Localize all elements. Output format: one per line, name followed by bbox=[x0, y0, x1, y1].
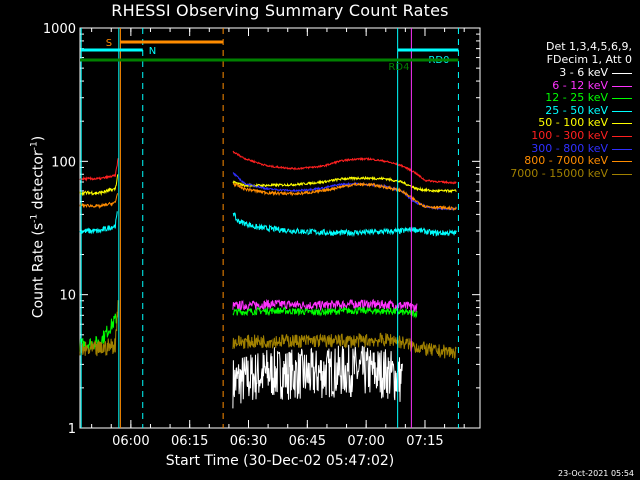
legend-swatch bbox=[612, 135, 632, 137]
y-axis-label-text: Count Rate (s bbox=[30, 222, 47, 319]
y-axis-label-exponent-2: -1 bbox=[29, 141, 40, 151]
series-50-100-kev-seg1 bbox=[232, 175, 457, 194]
y-tick-label-1: 1 bbox=[68, 422, 76, 437]
legend: 3 - 6 keV 6 - 12 keV 12 - 25 keV 25 - 50 ke… bbox=[486, 66, 632, 181]
legend-label: 25 - 50 keV bbox=[545, 103, 608, 117]
legend-swatch bbox=[612, 85, 632, 87]
legend-label: 300 - 800 keV bbox=[531, 141, 608, 155]
y-tick-label-100: 100 bbox=[51, 155, 76, 170]
x-tick-label-0600: 06:00 bbox=[112, 434, 149, 449]
legend-item: 3 - 6 keV bbox=[486, 66, 632, 80]
series-100-300-kev-seg0 bbox=[79, 158, 119, 182]
legend-item: 50 - 100 keV bbox=[486, 117, 632, 130]
series-25-50-kev-seg1 bbox=[232, 212, 457, 238]
flag-label-n: N bbox=[149, 46, 156, 57]
series-50-100-kev-seg0 bbox=[79, 174, 119, 197]
legend-item: 6 - 12 keV bbox=[486, 78, 632, 93]
series-12-25-kev-seg1 bbox=[232, 305, 418, 319]
plot-frame bbox=[79, 27, 481, 429]
series-3-6-kev-seg0 bbox=[232, 344, 403, 409]
y-tick-label-1000: 1000 bbox=[43, 22, 76, 37]
x-axis-label: Start Time (30-Dec-02 05:47:02) bbox=[165, 453, 395, 469]
x-tick-label-0615: 06:15 bbox=[171, 434, 208, 449]
legend-label: 6 - 12 keV bbox=[552, 78, 608, 92]
legend-detectors: Det 1,3,4,5,6,9, bbox=[545, 40, 632, 53]
legend-item: 25 - 50 keV bbox=[486, 103, 632, 118]
legend-item: 100 - 300 keV bbox=[486, 128, 632, 143]
legend-item: 300 - 800 keV bbox=[486, 141, 632, 156]
y-axis-label-unit: detector bbox=[30, 150, 47, 214]
series-7000-15000-kev-seg0 bbox=[79, 300, 119, 357]
legend-label: 800 - 7000 keV bbox=[524, 154, 608, 168]
legend-swatch bbox=[612, 173, 632, 175]
x-tick-label-0700: 07:00 bbox=[347, 434, 384, 449]
flag-label-rd4: RD4 bbox=[388, 62, 409, 73]
y-axis-label-exponent: -1 bbox=[29, 213, 40, 223]
legend-label: 3 - 6 keV bbox=[559, 66, 608, 79]
legend-item: 12 - 25 keV bbox=[486, 92, 632, 105]
series-6-12-kev-seg0 bbox=[232, 298, 418, 312]
legend-label: 100 - 300 keV bbox=[531, 128, 608, 142]
legend-swatch bbox=[612, 123, 632, 125]
legend-decimation: FDecim 1, Att 0 bbox=[546, 53, 632, 66]
series-100-300-kev-seg1 bbox=[232, 150, 457, 185]
legend-swatch bbox=[612, 161, 632, 163]
legend-item: 800 - 7000 keV bbox=[486, 155, 632, 168]
legend-swatch bbox=[612, 110, 632, 112]
x-tick-label-0630: 06:30 bbox=[230, 434, 267, 449]
legend-swatch bbox=[612, 148, 632, 150]
y-axis-label: Count Rate (s-1 detector-1) bbox=[30, 136, 47, 318]
chart-title: RHESSI Observing Summary Count Rates bbox=[111, 1, 449, 20]
flag-label-s: S bbox=[106, 38, 112, 49]
legend-swatch bbox=[612, 98, 632, 100]
y-axis-label-close: ) bbox=[30, 135, 47, 142]
generated-timestamp: 23-Oct-2021 05:54 bbox=[558, 469, 634, 478]
legend-item: 7000 - 15000 keV bbox=[486, 166, 632, 181]
x-tick-label-0645: 06:45 bbox=[289, 434, 326, 449]
x-tick-label-0715: 07:15 bbox=[406, 434, 443, 449]
legend-label: 12 - 25 keV bbox=[545, 91, 608, 105]
series-800-7000-kev-seg0 bbox=[79, 193, 119, 209]
legend-header: Det 1,3,4,5,6,9, FDecim 1, Att 0 bbox=[546, 40, 632, 66]
legend-label: 7000 - 15000 keV bbox=[510, 166, 608, 180]
series-7000-15000-kev-seg1 bbox=[232, 332, 457, 360]
legend-label: 50 - 100 keV bbox=[538, 116, 608, 130]
series-800-7000-kev-seg1 bbox=[232, 181, 457, 211]
legend-swatch bbox=[612, 73, 632, 74]
y-tick-label-10: 10 bbox=[59, 289, 76, 304]
series-25-50-kev-seg0 bbox=[79, 210, 118, 235]
